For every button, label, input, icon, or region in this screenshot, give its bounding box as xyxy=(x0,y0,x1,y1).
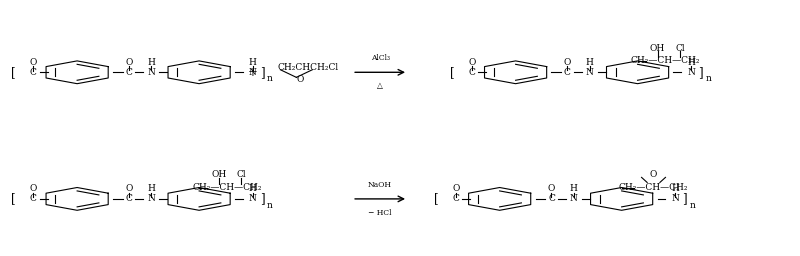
Text: Cl: Cl xyxy=(675,44,685,53)
Text: H: H xyxy=(147,58,155,67)
Text: n: n xyxy=(706,74,711,83)
Text: N: N xyxy=(671,194,679,204)
Text: H: H xyxy=(249,184,257,193)
Text: CH₂—CH—CH₂: CH₂—CH—CH₂ xyxy=(192,183,262,192)
Text: NaOH: NaOH xyxy=(368,181,392,189)
Text: CH₂—CH—CH₂: CH₂—CH—CH₂ xyxy=(630,56,700,65)
Text: O: O xyxy=(548,184,555,193)
Text: N: N xyxy=(570,194,578,204)
Text: C: C xyxy=(30,194,37,204)
Text: [: [ xyxy=(11,66,16,79)
Text: O: O xyxy=(126,58,133,67)
Text: C: C xyxy=(452,194,459,204)
Text: O: O xyxy=(564,58,571,67)
Text: O: O xyxy=(297,75,304,84)
Text: O: O xyxy=(468,58,475,67)
Text: ]: ] xyxy=(260,193,264,205)
Text: O: O xyxy=(126,184,133,193)
Text: C: C xyxy=(126,194,132,204)
Text: Cl: Cl xyxy=(237,170,246,179)
Text: C: C xyxy=(126,68,132,77)
Text: AlCl₃: AlCl₃ xyxy=(370,54,390,62)
Text: n: n xyxy=(267,201,273,210)
Text: N: N xyxy=(249,68,257,77)
Text: CH₂CHCH₂Cl: CH₂CHCH₂Cl xyxy=(278,63,339,72)
Text: n: n xyxy=(690,201,695,210)
Text: N: N xyxy=(249,194,257,204)
Text: N: N xyxy=(147,194,155,204)
Text: N: N xyxy=(687,68,695,77)
Text: +: + xyxy=(247,66,258,79)
Text: − HCl: − HCl xyxy=(368,209,392,217)
Text: n: n xyxy=(267,74,273,83)
Text: C: C xyxy=(548,194,555,204)
Text: O: O xyxy=(650,170,658,179)
Text: H: H xyxy=(570,184,578,193)
Text: [: [ xyxy=(434,193,438,205)
Text: ]: ] xyxy=(698,66,703,79)
Text: ]: ] xyxy=(260,66,264,79)
Text: OH: OH xyxy=(650,44,665,53)
Text: H: H xyxy=(671,184,679,193)
Text: O: O xyxy=(30,58,37,67)
Text: C: C xyxy=(564,68,571,77)
Text: O: O xyxy=(30,184,37,193)
Text: [: [ xyxy=(450,66,454,79)
Text: H: H xyxy=(687,58,695,67)
Text: △: △ xyxy=(377,82,383,90)
Text: N: N xyxy=(147,68,155,77)
Text: ]: ] xyxy=(682,193,687,205)
Text: C: C xyxy=(468,68,475,77)
Text: N: N xyxy=(586,68,594,77)
Text: OH: OH xyxy=(211,170,226,179)
Text: C: C xyxy=(30,68,37,77)
Text: H: H xyxy=(586,58,594,67)
Text: H: H xyxy=(249,58,257,67)
Text: [: [ xyxy=(11,193,16,205)
Text: O: O xyxy=(452,184,459,193)
Text: CH₂—CH—CH₂: CH₂—CH—CH₂ xyxy=(618,183,688,192)
Text: H: H xyxy=(147,184,155,193)
